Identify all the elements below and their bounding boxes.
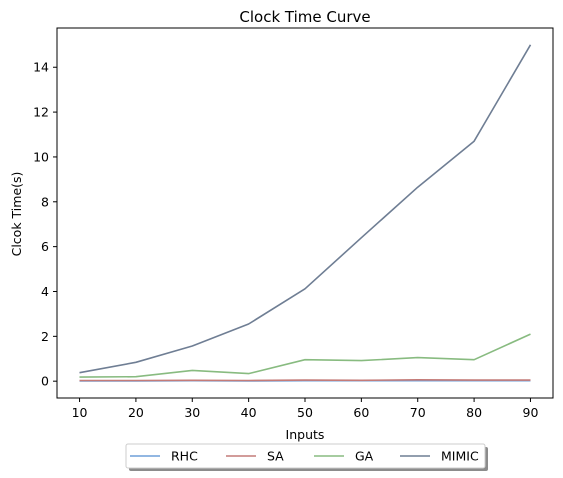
- y-tick-label: 14: [33, 60, 49, 75]
- y-tick-label: 4: [41, 284, 49, 299]
- legend-label-mimic: MIMIC: [441, 449, 479, 464]
- x-tick-label: 20: [128, 405, 144, 420]
- x-axis-label: Inputs: [286, 427, 325, 442]
- series-line-mimic: [79, 44, 532, 374]
- x-tick-label: 50: [297, 405, 313, 420]
- legend-label-ga: GA: [355, 449, 374, 464]
- series-lines: [79, 44, 532, 382]
- x-tick-label: 40: [241, 405, 257, 420]
- x-tick-label: 60: [353, 405, 369, 420]
- y-tick-label: 12: [33, 105, 49, 120]
- y-axis-label: Clcok Time(s): [9, 172, 24, 257]
- series-line-sa: [79, 378, 531, 382]
- x-axis: 10 20 30 40 50 60 70 80 90: [72, 398, 539, 420]
- y-tick-label: 8: [41, 194, 49, 209]
- x-tick-label: 90: [523, 405, 539, 420]
- x-tick-label: 10: [72, 405, 88, 420]
- x-tick-label: 80: [466, 405, 482, 420]
- y-tick-label: 10: [33, 149, 49, 164]
- legend-label-sa: SA: [267, 449, 284, 464]
- y-tick-label: 2: [41, 329, 49, 344]
- legend: RHC SA GA MIMIC: [125, 443, 488, 471]
- series-line-ga: [79, 333, 531, 378]
- y-tick-label: 0: [41, 374, 49, 389]
- x-tick-label: 70: [410, 405, 426, 420]
- chart-title: Clock Time Curve: [239, 8, 370, 26]
- plot-area: [56, 27, 554, 399]
- legend-box: [125, 443, 486, 469]
- y-tick-label: 6: [41, 239, 49, 254]
- legend-items: RHC SA GA MIMIC: [130, 449, 479, 464]
- legend-label-rhc: RHC: [171, 449, 198, 464]
- x-tick-label: 30: [184, 405, 200, 420]
- y-axis: 0 2 4 6 8 10 12 14: [33, 60, 57, 389]
